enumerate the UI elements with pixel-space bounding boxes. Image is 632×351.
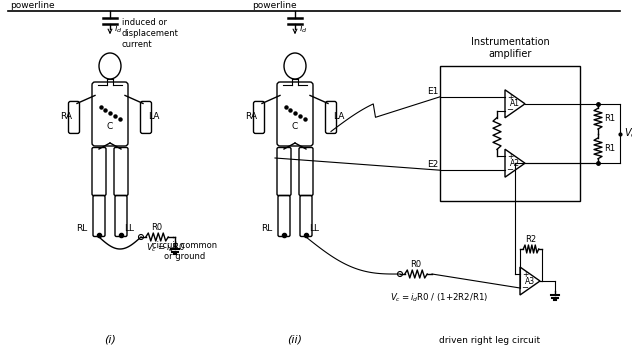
Text: RL: RL	[76, 224, 87, 233]
Text: LL: LL	[309, 224, 319, 233]
Text: −: −	[506, 106, 513, 114]
Text: driven right leg circuit: driven right leg circuit	[439, 336, 540, 345]
Bar	[440, 66, 580, 201]
Text: R0: R0	[152, 223, 162, 232]
Text: C: C	[292, 122, 298, 131]
Text: RA: RA	[245, 112, 257, 121]
Text: LL: LL	[124, 224, 134, 233]
Text: (i): (i)	[104, 335, 116, 345]
Text: powerline: powerline	[252, 1, 296, 10]
Text: E2: E2	[427, 160, 438, 169]
Text: LA: LA	[149, 112, 160, 121]
Text: $V_c = i_d$R0: $V_c = i_d$R0	[146, 241, 185, 253]
Text: Instrumentation
amplifier: Instrumentation amplifier	[471, 37, 549, 59]
Text: −: −	[521, 283, 528, 292]
Text: −: −	[506, 165, 513, 174]
Text: +: +	[507, 93, 513, 102]
Text: $i_d$: $i_d$	[114, 23, 123, 35]
Text: $i_d$: $i_d$	[299, 23, 308, 35]
Text: +: +	[522, 270, 528, 279]
Circle shape	[398, 272, 403, 277]
Text: A3: A3	[525, 277, 535, 285]
Text: R2: R2	[525, 235, 537, 244]
Circle shape	[138, 234, 143, 239]
Text: +: +	[507, 152, 513, 161]
Text: induced or
displacement
current: induced or displacement current	[122, 18, 179, 49]
Text: LA: LA	[333, 112, 344, 121]
Text: R1: R1	[604, 144, 615, 153]
Text: R0: R0	[410, 260, 422, 269]
Text: $V_c = i_d$R0 / (1+2R2/R1): $V_c = i_d$R0 / (1+2R2/R1)	[390, 292, 489, 305]
Text: $V_c$: $V_c$	[624, 127, 632, 140]
Text: E1: E1	[427, 87, 438, 96]
Text: circuit common
or ground: circuit common or ground	[152, 241, 217, 261]
Text: R1: R1	[604, 114, 615, 123]
Text: RA: RA	[60, 112, 72, 121]
Text: C: C	[107, 122, 113, 131]
Text: powerline: powerline	[10, 1, 54, 10]
Text: RL: RL	[261, 224, 272, 233]
Text: A1: A1	[510, 99, 520, 108]
Text: A2: A2	[510, 159, 520, 168]
Text: (ii): (ii)	[288, 335, 303, 345]
